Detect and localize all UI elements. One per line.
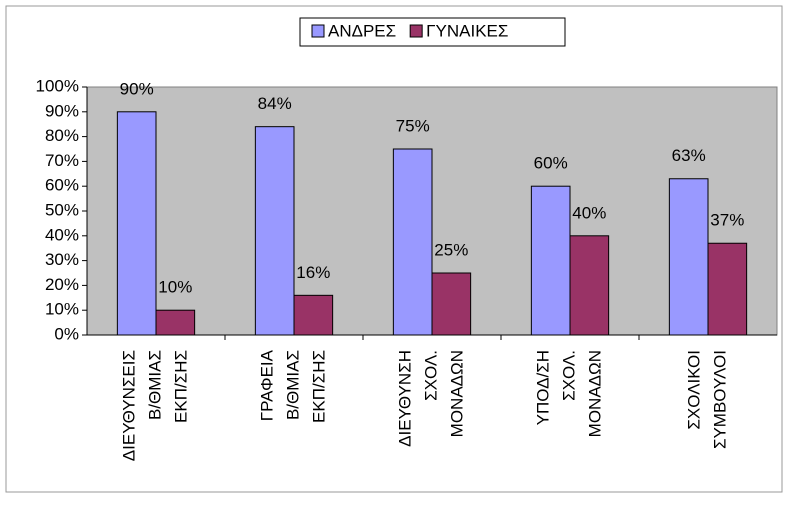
bar [668,178,709,336]
value-label: 40% [572,203,606,222]
y-tick-label: 10% [45,300,79,319]
value-label: 84% [258,94,292,113]
x-tick-label: ΥΠΟΔ/ΣΗ [533,350,552,425]
bar [569,235,610,336]
value-label: 10% [158,278,192,297]
bar [530,185,571,336]
value-label: 16% [296,263,330,282]
legend-box [299,17,566,47]
x-tick-label: ΔΙΕΥΘΥΝΣΕΙΣ [119,350,138,461]
value-label: 37% [710,211,744,230]
y-tick-label: 100% [36,76,79,95]
y-tick-label: 80% [45,126,79,145]
legend-swatch [409,24,423,38]
x-tick-label: ΣΧΟΛ. [559,350,578,401]
value-label: 63% [672,146,706,165]
x-tick-label: ΜΟΝΑΔΩΝ [585,350,604,437]
y-tick-label: 0% [54,324,79,343]
y-tick-label: 40% [45,225,79,244]
bar [155,309,196,336]
legend-swatch [311,24,325,38]
value-label: 25% [434,240,468,259]
value-label: 75% [396,116,430,135]
bar [707,242,748,336]
x-tick-label: Β/ΘΜΙΑΣ [283,350,302,420]
value-label: 90% [120,79,154,98]
x-tick-label: ΕΚΠ/ΣΗΣ [309,350,328,423]
x-tick-label: Β/ΘΜΙΑΣ [145,350,164,420]
y-tick-label: 70% [45,151,79,170]
y-tick-label: 50% [45,200,79,219]
bar [254,126,295,336]
legend-label: ΓΥΝΑΙΚΕΣ [426,21,508,40]
bar [431,272,472,336]
x-tick-label: ΔΙΕΥΘΥΝΣΗ [395,350,414,447]
x-tick-label: ΣΥΜΒΟΥΛΟΙ [710,350,729,449]
bar [293,294,334,336]
bar [392,148,433,336]
value-label: 60% [534,154,568,173]
legend-label: ΑΝΔΡΕΣ [328,21,396,40]
x-tick-label: ΣΧΟΛ. [421,350,440,401]
bar [116,111,157,336]
y-tick-label: 60% [45,176,79,195]
y-tick-label: 90% [45,101,79,120]
x-tick-label: ΜΟΝΑΔΩΝ [447,350,466,437]
y-tick-label: 20% [45,275,79,294]
y-tick-label: 30% [45,250,79,269]
x-tick-label: ΕΚΠ/ΣΗΣ [171,350,190,423]
x-tick-label: ΓΡΑΦΕΙΑ [257,349,276,421]
x-tick-label: ΣΧΟΛΙΚΟΙ [684,350,703,430]
